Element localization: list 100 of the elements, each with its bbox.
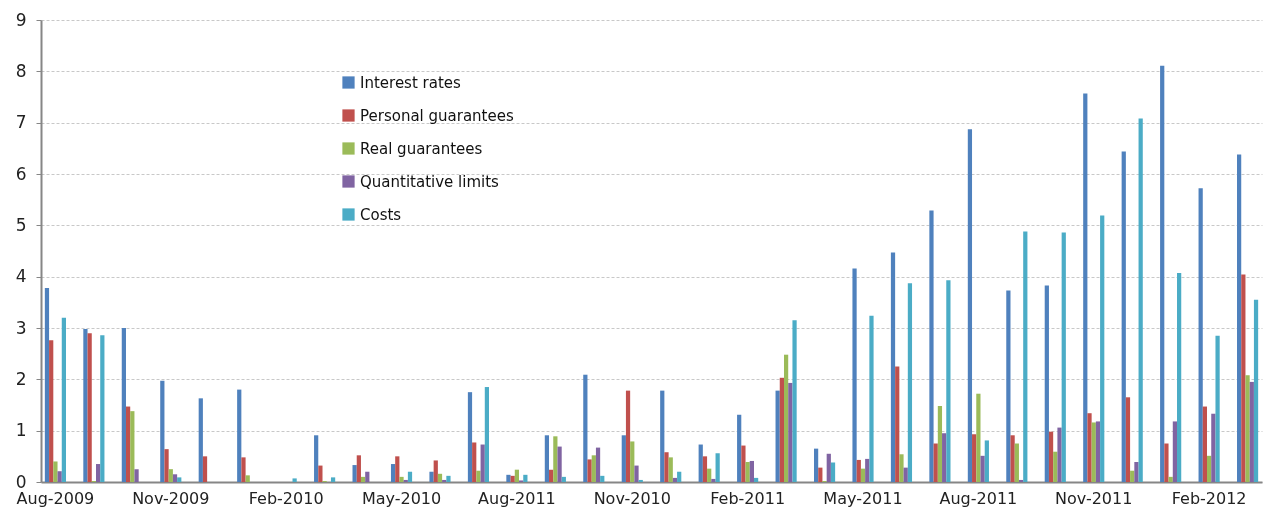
- bar: [202, 456, 208, 482]
- bar: [1006, 290, 1011, 482]
- bar: [869, 315, 874, 482]
- bar: [510, 475, 515, 482]
- y-tick-label: 9: [15, 9, 27, 30]
- bar: [467, 392, 473, 482]
- bar: [1172, 421, 1178, 482]
- bar: [549, 469, 554, 482]
- bar: [1023, 231, 1028, 482]
- bar: [506, 474, 511, 482]
- bar: [390, 464, 396, 482]
- bar: [753, 477, 759, 482]
- bar: [976, 393, 981, 482]
- bar: [668, 457, 673, 482]
- bar: [437, 473, 443, 482]
- bar: [715, 453, 720, 482]
- legend-label: Interest rates: [360, 73, 462, 92]
- bar: [741, 445, 746, 482]
- bar: [1164, 443, 1169, 482]
- bar: [1010, 435, 1015, 482]
- bar: [1134, 461, 1139, 482]
- bar: [946, 280, 951, 482]
- bar: [44, 287, 50, 482]
- bar: [1125, 397, 1131, 482]
- bar: [172, 474, 178, 482]
- bar: [830, 462, 836, 482]
- bar: [168, 469, 173, 482]
- bar: [929, 210, 934, 482]
- bar: [1044, 285, 1049, 482]
- bar: [672, 477, 678, 482]
- bar: [1138, 118, 1143, 482]
- bar: [707, 468, 712, 482]
- bar: [587, 459, 592, 482]
- bar: [1130, 470, 1135, 482]
- y-tick-label: 2: [15, 368, 27, 389]
- y-tick-label: 6: [15, 163, 27, 184]
- bar: [1198, 188, 1203, 482]
- bar: [775, 390, 780, 482]
- bar: [121, 328, 126, 482]
- bar: [198, 398, 203, 482]
- y-tick-label: 5: [15, 214, 27, 235]
- bar: [241, 457, 246, 482]
- bar: [352, 465, 357, 482]
- bar: [591, 455, 596, 482]
- bar: [399, 476, 404, 482]
- bar: [630, 441, 635, 482]
- bar: [446, 475, 451, 482]
- bar: [53, 461, 58, 482]
- bar: [660, 390, 665, 482]
- x-tick-label: Nov-2009: [132, 488, 210, 508]
- bar: [1202, 406, 1208, 482]
- x-tick-label: May-2011: [823, 488, 903, 508]
- bar: [83, 329, 88, 482]
- bar: [860, 468, 866, 482]
- bar: [57, 471, 62, 482]
- bar: [1177, 273, 1182, 482]
- bar: [625, 390, 631, 482]
- y-tick-label: 3: [15, 317, 27, 338]
- bar: [984, 440, 989, 482]
- bar: [1215, 335, 1220, 482]
- bar: [1253, 299, 1259, 482]
- bar: [1245, 375, 1250, 482]
- bar: [600, 475, 605, 482]
- x-tick-label: Nov-2011: [1055, 488, 1133, 508]
- bar: [1053, 451, 1058, 482]
- bar: [903, 467, 908, 482]
- bar: [237, 389, 242, 482]
- bar: [1211, 413, 1216, 482]
- bar: [907, 283, 913, 482]
- bar: [737, 414, 742, 482]
- bar: [865, 458, 870, 482]
- bar: [1087, 413, 1092, 482]
- bar: [557, 446, 562, 482]
- bar: [1014, 443, 1019, 482]
- bar: [698, 444, 703, 482]
- bar: [1061, 232, 1066, 482]
- bar: [429, 471, 434, 482]
- bar: [314, 435, 319, 482]
- bar: [365, 471, 370, 482]
- bar: [49, 340, 54, 482]
- bar: [779, 377, 784, 482]
- bar: [749, 460, 754, 482]
- bar: [1237, 154, 1242, 482]
- bar: [937, 406, 943, 482]
- bar: [472, 442, 477, 482]
- x-tick-label: Aug-2011: [478, 488, 556, 508]
- bar: [177, 477, 182, 482]
- bar: [788, 382, 793, 482]
- bar: [664, 452, 669, 482]
- bar: [1241, 274, 1246, 482]
- bar: [330, 477, 336, 482]
- bar: [484, 387, 490, 482]
- bar: [523, 474, 528, 482]
- bar: [245, 475, 250, 482]
- x-tick-label: Feb-2012: [1171, 488, 1247, 508]
- bar: [407, 471, 413, 482]
- bar: [621, 435, 626, 482]
- bar: [895, 366, 900, 482]
- bar: [164, 449, 169, 482]
- bar: [395, 456, 400, 482]
